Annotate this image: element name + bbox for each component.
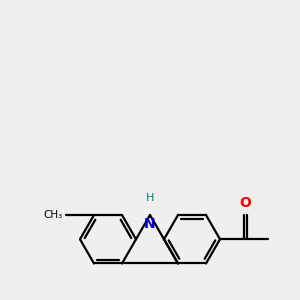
Text: N: N (144, 217, 156, 231)
Text: CH₃: CH₃ (44, 210, 63, 220)
Text: H: H (146, 193, 154, 203)
Text: O: O (239, 196, 251, 210)
